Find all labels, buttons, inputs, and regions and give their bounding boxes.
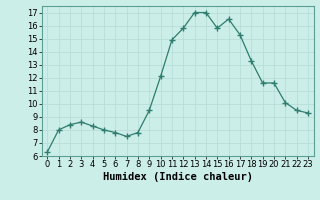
X-axis label: Humidex (Indice chaleur): Humidex (Indice chaleur) [103, 172, 252, 182]
